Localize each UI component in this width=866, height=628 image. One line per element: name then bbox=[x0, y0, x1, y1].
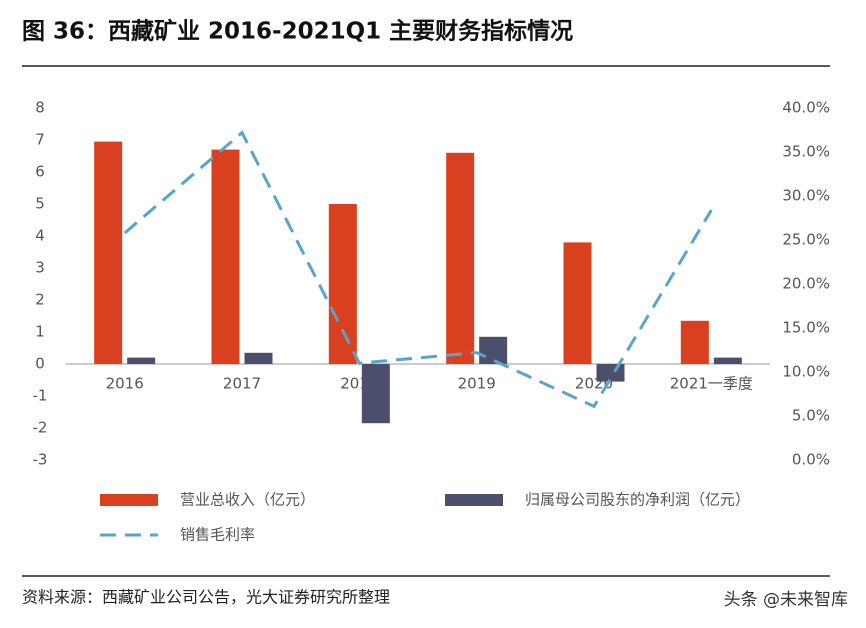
bar bbox=[446, 152, 475, 364]
source: 资料来源：西藏矿业公司公告，光大证券研究所整理 bbox=[22, 588, 390, 607]
y2-tick-label: 0.0% bbox=[792, 451, 830, 469]
chart-title: 图 36：西藏矿业 2016-2021Q1 主要财务指标情况 bbox=[22, 18, 573, 45]
bar bbox=[479, 336, 508, 364]
bar bbox=[211, 149, 240, 364]
legend-swatch bbox=[100, 494, 158, 506]
y2-tick-label: 20.0% bbox=[782, 275, 830, 293]
legend-label: 归属母公司股东的净利润（亿元） bbox=[525, 491, 750, 509]
legend-label: 营业总收入（亿元） bbox=[180, 491, 315, 509]
y-tick-label: 8 bbox=[35, 99, 45, 117]
x-tick-label: 2021一季度 bbox=[670, 375, 753, 393]
y-tick-label: 5 bbox=[35, 195, 45, 213]
y2-tick-label: 10.0% bbox=[782, 363, 830, 381]
y-tick-label: 1 bbox=[35, 323, 45, 341]
y-tick-label: 7 bbox=[35, 131, 45, 149]
y-tick-label: 3 bbox=[35, 259, 45, 277]
bar bbox=[680, 320, 709, 364]
watermark: 头条 @未来智库 bbox=[724, 590, 848, 610]
legend-swatch bbox=[445, 494, 503, 506]
y-tick-label: 0 bbox=[35, 355, 45, 373]
y-tick-label: 2 bbox=[35, 291, 45, 309]
y-tick-label: 4 bbox=[35, 227, 45, 245]
y-tick-label: -3 bbox=[33, 451, 48, 469]
bar bbox=[361, 364, 390, 424]
bar bbox=[596, 364, 625, 382]
y2-tick-label: 5.0% bbox=[792, 407, 830, 425]
y-tick-label: -2 bbox=[33, 419, 48, 437]
y-tick-label: -1 bbox=[33, 387, 48, 405]
x-tick-label: 2016 bbox=[106, 375, 144, 393]
y2-tick-label: 35.0% bbox=[782, 143, 830, 161]
legend-label: 销售毛利率 bbox=[180, 526, 255, 544]
bar bbox=[328, 204, 357, 364]
y2-tick-label: 25.0% bbox=[782, 231, 830, 249]
line bbox=[123, 130, 713, 409]
x-tick-label: 2017 bbox=[223, 375, 261, 393]
y2-tick-label: 30.0% bbox=[782, 187, 830, 205]
bar bbox=[713, 357, 742, 364]
y2-tick-label: 40.0% bbox=[782, 99, 830, 117]
y2-tick-label: 15.0% bbox=[782, 319, 830, 337]
y-tick-label: 6 bbox=[35, 163, 45, 181]
bar bbox=[127, 357, 156, 364]
x-tick-label: 2019 bbox=[458, 375, 496, 393]
bar bbox=[244, 352, 273, 364]
bar bbox=[563, 242, 592, 364]
bar bbox=[94, 141, 123, 364]
